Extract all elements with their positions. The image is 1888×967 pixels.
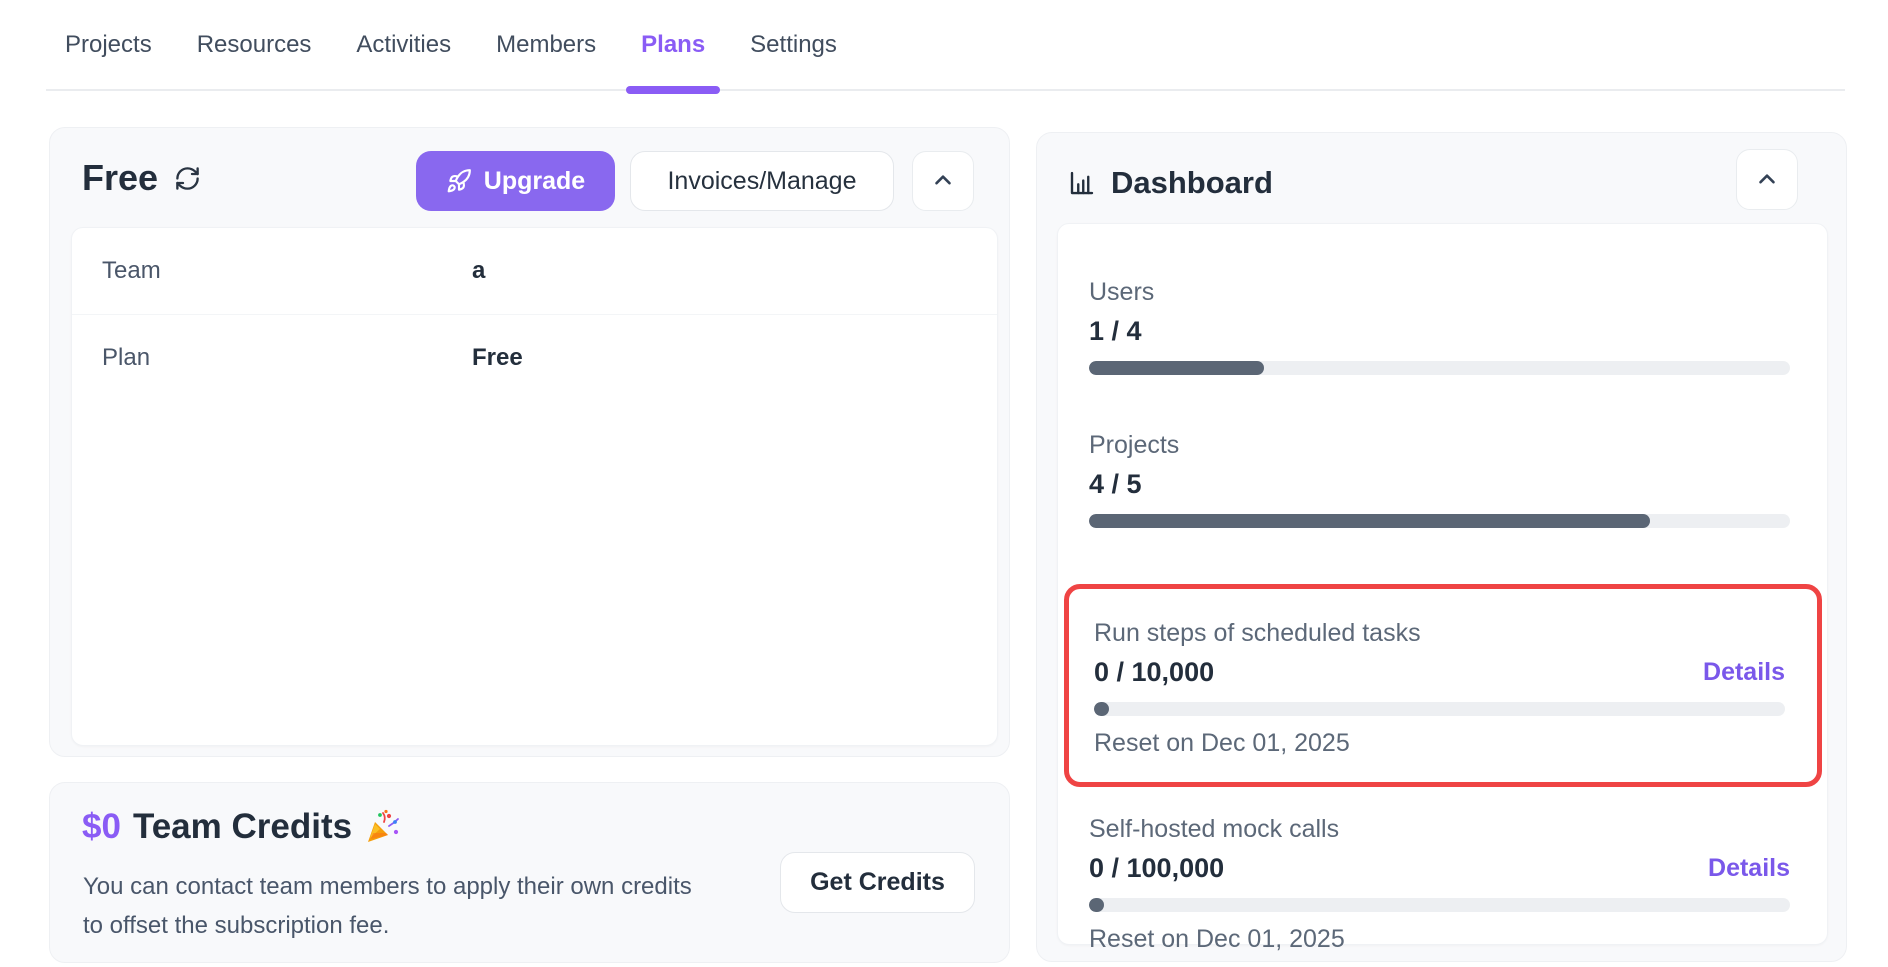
tab-projects[interactable]: Projects <box>65 30 152 58</box>
meter-label: Self-hosted mock calls <box>1089 815 1340 843</box>
highlight-outline: Run steps of scheduled tasks 0 / 10,000 … <box>1064 584 1822 787</box>
detail-row-plan: Plan Free <box>72 314 997 401</box>
reset-date-text: Reset on Dec 01, 2025 <box>1094 729 1350 757</box>
progress-fill <box>1089 514 1650 528</box>
tab-settings[interactable]: Settings <box>750 30 837 58</box>
plan-value: Free <box>472 344 523 371</box>
plan-label: Plan <box>102 344 151 371</box>
details-link[interactable]: Details <box>1703 658 1785 686</box>
team-label: Team <box>102 257 161 284</box>
plan-card: Free Upgrade Invoices/Manage <box>49 127 1010 757</box>
meter-value: 0 / 100,000 <box>1089 853 1225 883</box>
plan-title: Free <box>82 157 201 199</box>
upgrade-button[interactable]: Upgrade <box>416 151 615 211</box>
plan-details-panel: Team a Plan Free <box>71 227 998 746</box>
reset-date-text: Reset on Dec 01, 2025 <box>1089 925 1345 953</box>
plan-collapse-button[interactable] <box>912 151 974 211</box>
credits-amount: $0 <box>82 807 121 846</box>
get-credits-button[interactable]: Get Credits <box>780 852 975 913</box>
meter-value: 0 / 10,000 <box>1094 657 1215 687</box>
detail-row-team: Team a <box>72 228 997 314</box>
invoices-manage-label: Invoices/Manage <box>667 166 857 195</box>
team-credits-card: $0 Team Credits You can contact team mem… <box>49 782 1010 963</box>
credits-heading: $0 Team Credits <box>82 807 400 847</box>
chevron-up-icon <box>1754 167 1780 193</box>
meter-label: Projects <box>1089 431 1180 459</box>
progress-bar <box>1089 514 1790 528</box>
bar-chart-icon <box>1067 168 1097 198</box>
meter-self-hosted: Self-hosted mock calls 0 / 100,000 Detai… <box>1089 815 1790 954</box>
meter-users: Users 1 / 4 <box>1089 278 1790 375</box>
credits-description: You can contact team members to apply th… <box>83 873 692 939</box>
progress-bar <box>1089 898 1790 912</box>
meter-projects: Projects 4 / 5 <box>1089 431 1790 528</box>
meter-label: Users <box>1089 278 1155 306</box>
progress-bar <box>1089 361 1790 375</box>
tab-resources[interactable]: Resources <box>196 30 312 58</box>
dashboard-meters-panel: Users 1 / 4 Projects 4 / 5 Run steps of … <box>1057 223 1828 953</box>
progress-fill <box>1089 898 1104 912</box>
dashboard-title: Dashboard <box>1111 165 1273 200</box>
tab-activities[interactable]: Activities <box>356 30 452 58</box>
upgrade-button-label: Upgrade <box>483 166 586 195</box>
dashboard-header: Dashboard <box>1067 165 1273 201</box>
meter-label: Run steps of scheduled tasks <box>1094 619 1421 647</box>
meter-value: 4 / 5 <box>1089 469 1142 499</box>
progress-fill <box>1094 702 1109 716</box>
refresh-icon[interactable] <box>174 165 201 192</box>
party-popper-icon <box>364 809 400 845</box>
meter-run-steps: Run steps of scheduled tasks 0 / 10,000 … <box>1094 619 1785 758</box>
progress-bar <box>1094 702 1785 716</box>
tab-members[interactable]: Members <box>496 30 597 58</box>
tabs-bar: Projects Resources Activities Members Pl… <box>46 0 1845 94</box>
details-link[interactable]: Details <box>1708 854 1790 882</box>
dashboard-collapse-button[interactable] <box>1736 149 1798 210</box>
invoices-manage-button[interactable]: Invoices/Manage <box>630 151 894 211</box>
get-credits-label: Get Credits <box>810 868 945 896</box>
credits-title: Team Credits <box>132 807 353 846</box>
chevron-up-icon <box>930 168 956 194</box>
plan-name: Free <box>82 157 159 198</box>
team-value: a <box>472 257 486 284</box>
rocket-icon <box>446 168 472 194</box>
dashboard-card: Dashboard Users 1 / 4 Projects 4 / 5 <box>1036 132 1847 962</box>
meter-value: 1 / 4 <box>1089 316 1142 346</box>
progress-fill <box>1089 361 1265 375</box>
tab-plans[interactable]: Plans <box>626 0 721 94</box>
